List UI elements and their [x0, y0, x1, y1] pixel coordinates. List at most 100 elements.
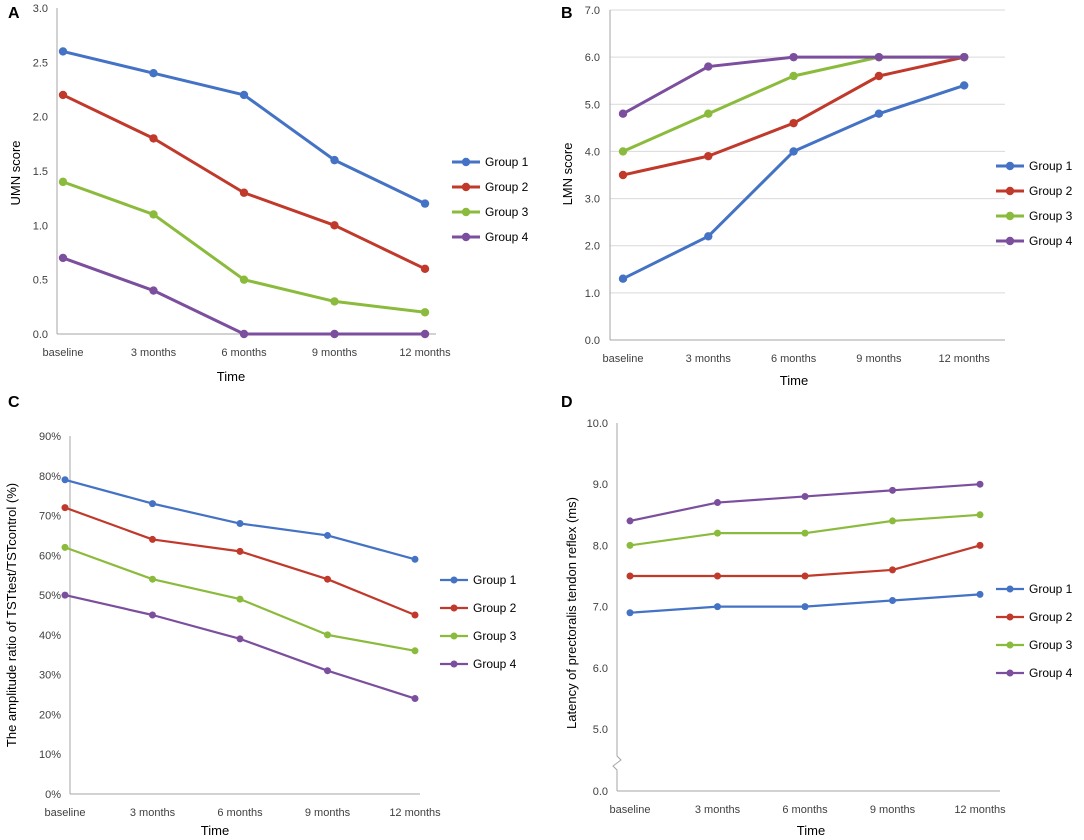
- y-tick-label: 6.0: [585, 52, 600, 64]
- data-point: [618, 147, 628, 156]
- data-point: [889, 486, 896, 494]
- data-point: [58, 177, 68, 187]
- series-line: [62, 180, 426, 314]
- legend-marker: [1005, 161, 1015, 171]
- panel-c: C The amplitude ratio of TSTtest/TSTcont…: [4, 394, 517, 838]
- data-point: [61, 543, 69, 551]
- x-tick-label: 3 months: [695, 804, 741, 816]
- y-tick-label: 0.0: [33, 329, 48, 341]
- data-point: [976, 480, 984, 488]
- legend-label: Group 3: [1029, 209, 1073, 223]
- legend-marker: [461, 182, 471, 192]
- y-axis-title-c: The amplitude ratio of TSTtest/TSTcontro…: [4, 483, 19, 747]
- series-line: [64, 594, 416, 700]
- panel-d: D Latency of prectoralis tendon reflex (…: [561, 394, 1073, 838]
- y-axis-title-a: UMN score: [8, 140, 23, 205]
- legend-label: Group 4: [485, 230, 529, 244]
- series-line: [62, 256, 425, 336]
- y-tick-label: 8.0: [593, 540, 608, 552]
- data-point: [149, 500, 156, 508]
- y-tick-label: 7.0: [585, 5, 600, 17]
- data-point: [420, 264, 430, 273]
- x-tick-label: 6 months: [221, 347, 267, 359]
- y-tick-label: 10%: [39, 749, 61, 761]
- y-axis-title-d: Latency of prectoralis tendon reflex (ms…: [564, 497, 579, 729]
- data-point: [801, 529, 809, 537]
- legend-label: Group 1: [485, 155, 529, 169]
- data-point: [889, 566, 896, 574]
- data-point: [618, 274, 628, 283]
- data-point: [330, 329, 339, 339]
- legend-marker: [450, 604, 458, 612]
- data-point: [618, 170, 628, 180]
- legend-marker: [461, 232, 471, 242]
- x-axis-title-b: Time: [780, 373, 808, 388]
- legend-marker: [1005, 186, 1015, 196]
- x-axis-title-c: Time: [201, 823, 229, 838]
- y-tick-label: 0.0: [585, 335, 600, 347]
- y-tick-label: 1.0: [33, 220, 48, 232]
- data-point: [324, 631, 331, 639]
- x-tick-label: baseline: [603, 353, 644, 365]
- data-point: [411, 555, 419, 563]
- legend-marker: [1005, 236, 1015, 246]
- data-point: [149, 210, 158, 219]
- data-point: [704, 109, 713, 118]
- series-line: [622, 55, 965, 116]
- legend-label: Group 2: [473, 601, 517, 615]
- legend-label: Group 2: [1029, 184, 1073, 198]
- legend-marker: [1006, 585, 1014, 593]
- data-point: [58, 90, 68, 100]
- data-point: [801, 572, 809, 580]
- data-point: [420, 329, 430, 339]
- series-line: [629, 483, 981, 522]
- y-tick-label: 1.5: [33, 166, 48, 178]
- x-tick-label: 12 months: [399, 347, 451, 359]
- legend-marker: [450, 576, 458, 584]
- y-tick-label: 40%: [39, 630, 61, 642]
- y-tick-label: 7.0: [593, 602, 608, 614]
- series-line: [62, 93, 426, 271]
- legend-marker: [450, 660, 458, 668]
- legend-label: Group 4: [1029, 666, 1073, 680]
- data-point: [236, 547, 244, 555]
- legend-marker: [450, 632, 458, 640]
- data-point: [714, 603, 721, 611]
- x-axis-title-d: Time: [797, 823, 825, 838]
- y-tick-label: 0.5: [33, 275, 48, 287]
- data-point: [801, 603, 809, 611]
- data-point: [149, 69, 158, 78]
- data-point: [330, 221, 339, 230]
- data-point: [960, 81, 969, 90]
- data-point: [976, 541, 984, 549]
- legend-label: Group 2: [1029, 610, 1073, 624]
- data-point: [889, 517, 896, 525]
- x-tick-label: 12 months: [939, 353, 991, 365]
- series-line: [630, 544, 981, 578]
- data-point: [714, 499, 721, 507]
- data-point: [704, 62, 713, 71]
- data-point: [239, 188, 249, 197]
- series-line: [622, 84, 965, 281]
- y-tick-label: 9.0: [593, 479, 608, 491]
- y-tick-label: 90%: [39, 431, 61, 443]
- data-point: [330, 297, 339, 306]
- x-tick-label: 6 months: [217, 807, 263, 819]
- x-axis-title-a: Time: [217, 369, 245, 384]
- y-tick-label: 2.0: [33, 112, 48, 124]
- y-tick-label: 6.0: [593, 663, 608, 675]
- x-tick-label: 9 months: [870, 804, 916, 816]
- y-axis-line: [612, 423, 622, 791]
- data-point: [411, 611, 419, 619]
- x-tick-label: 3 months: [131, 347, 177, 359]
- legend-marker: [461, 157, 471, 167]
- y-tick-label: 3.0: [33, 3, 48, 15]
- x-tick-label: 3 months: [686, 353, 732, 365]
- legend-marker: [1006, 613, 1014, 621]
- data-point: [789, 71, 798, 81]
- y-tick-label: 50%: [39, 590, 61, 602]
- legend-label: Group 1: [1029, 582, 1073, 596]
- legend-label: Group 3: [1029, 638, 1073, 652]
- y-tick-label: 4.0: [585, 146, 600, 158]
